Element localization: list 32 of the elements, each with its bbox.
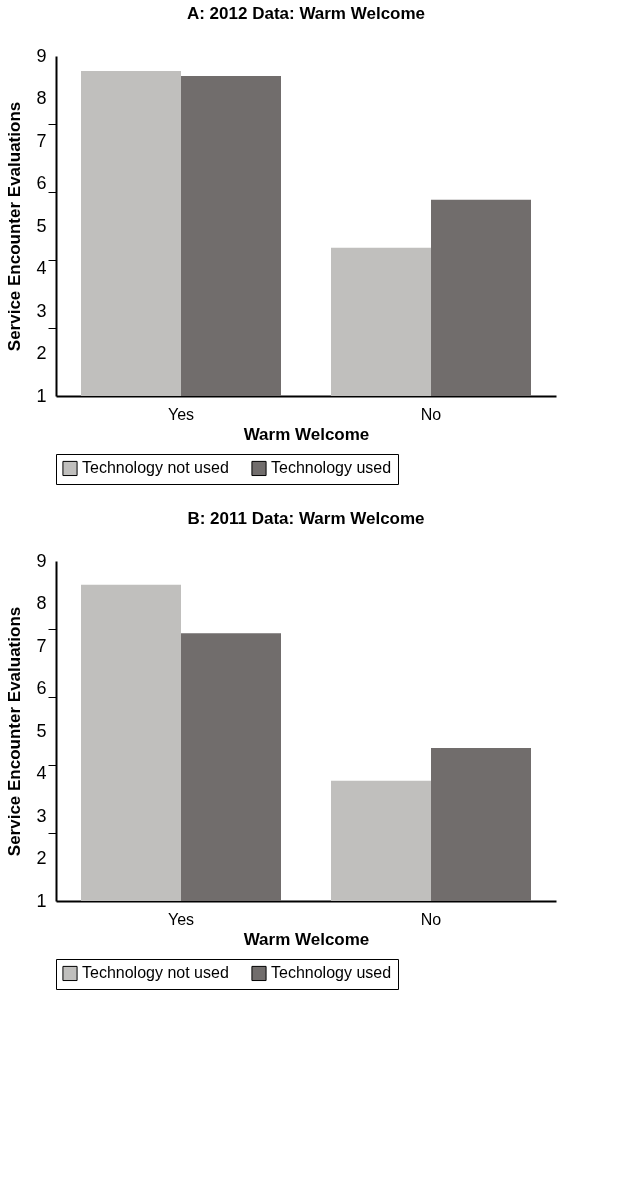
x-tick-label: Yes [167, 405, 195, 423]
legend-label: Technology used [271, 964, 392, 982]
y-tick-label: 8 [36, 88, 47, 108]
x-tick-label: No [420, 910, 442, 928]
x-tick-label: No [420, 405, 442, 423]
y-tick-label: 1 [36, 890, 47, 911]
y-axis-title: Service Encounter Evaluations [5, 101, 25, 352]
legend-label: Technology not used [82, 964, 229, 982]
legend-label: Technology not used [82, 459, 229, 477]
chart-title: B: 2011 Data: Warm Welcome [187, 509, 425, 528]
y-tick-label: 3 [36, 300, 47, 321]
chart-title: A: 2012 Data: Warm Welcome [186, 4, 426, 23]
y-tick-label: 6 [36, 678, 47, 698]
y-tick-label: 5 [36, 720, 47, 741]
y-tick-label: 7 [36, 130, 47, 151]
y-tick-label: 5 [36, 215, 47, 236]
y-tick-label: 2 [36, 343, 47, 363]
y-tick-label: 8 [36, 593, 47, 613]
legend-label: Technology used [271, 459, 392, 477]
x-axis-title: Warm Welcome [243, 929, 370, 949]
y-tick-label: 6 [36, 173, 47, 193]
x-axis-title: Warm Welcome [243, 424, 370, 444]
y-tick-label: 1 [36, 385, 47, 406]
y-tick-label: 3 [36, 805, 47, 826]
y-tick-label: 4 [36, 763, 47, 783]
y-tick-label: 4 [36, 258, 47, 278]
y-tick-label: 7 [36, 635, 47, 656]
y-tick-label: 2 [36, 848, 47, 868]
y-tick-label: 9 [36, 550, 47, 571]
y-tick-label: 9 [36, 45, 47, 66]
x-tick-label: Yes [167, 910, 195, 928]
y-axis-title: Service Encounter Evaluations [5, 606, 25, 857]
